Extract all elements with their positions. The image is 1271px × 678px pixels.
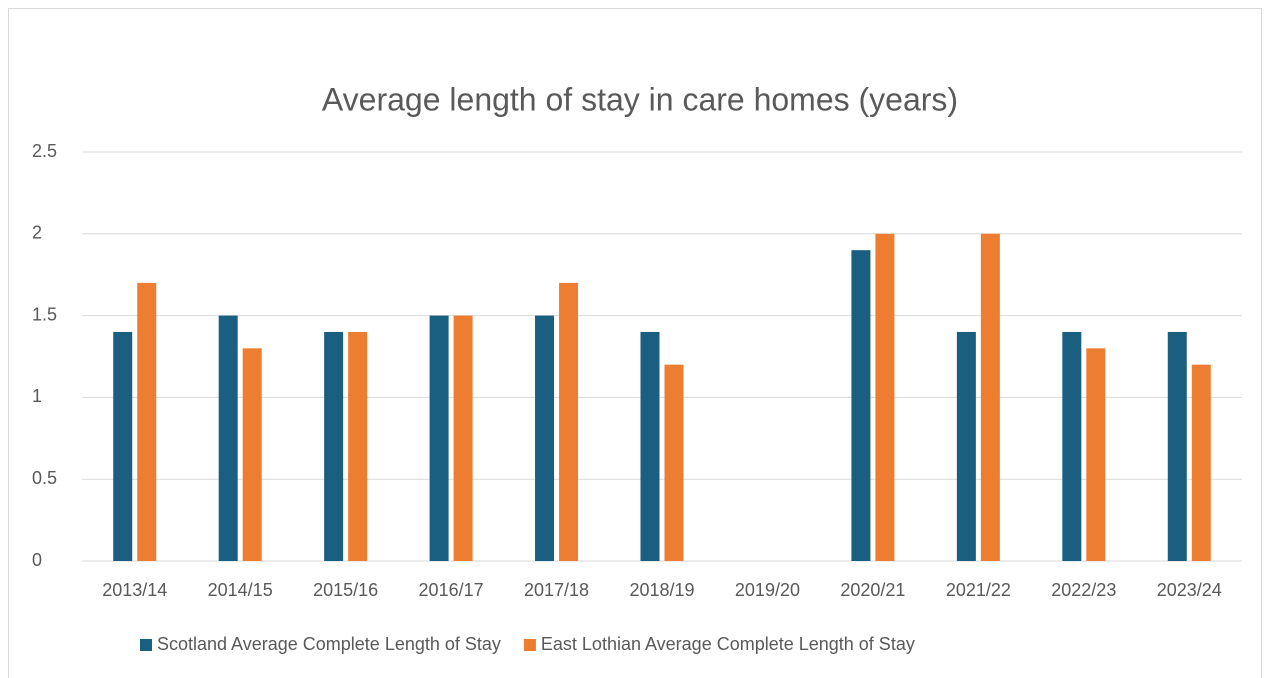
bar bbox=[218, 315, 238, 561]
x-tick-label: 2020/21 bbox=[840, 580, 905, 600]
legend-swatch bbox=[523, 639, 536, 651]
bar bbox=[851, 250, 871, 561]
bar bbox=[640, 331, 660, 561]
x-tick-label: 2014/15 bbox=[208, 580, 273, 600]
x-tick-label: 2016/17 bbox=[419, 580, 484, 600]
chart-frame bbox=[8, 8, 1262, 678]
bar bbox=[559, 282, 579, 561]
bar bbox=[956, 331, 976, 561]
bar bbox=[324, 331, 344, 561]
x-tick-label: 2021/22 bbox=[946, 580, 1011, 600]
y-tick-label: 1 bbox=[32, 386, 42, 406]
bar bbox=[348, 331, 368, 561]
y-tick-label: 2 bbox=[32, 223, 42, 243]
bar bbox=[1167, 331, 1187, 561]
y-tick-label: 1.5 bbox=[32, 304, 57, 324]
bar bbox=[664, 364, 684, 561]
bar bbox=[980, 233, 1000, 562]
y-tick-label: 0 bbox=[32, 550, 42, 570]
bar bbox=[137, 282, 157, 561]
bar bbox=[429, 315, 449, 561]
bar bbox=[113, 331, 133, 561]
x-tick-label: 2017/18 bbox=[524, 580, 589, 600]
bar bbox=[1086, 348, 1106, 561]
x-tick-label: 2013/14 bbox=[102, 580, 167, 600]
x-tick-label: 2022/23 bbox=[1051, 580, 1116, 600]
chart-title: Average length of stay in care homes (ye… bbox=[322, 81, 958, 117]
y-tick-label: 2.5 bbox=[32, 141, 57, 161]
bar bbox=[1062, 331, 1082, 561]
x-tick-label: 2018/19 bbox=[629, 580, 694, 600]
bar bbox=[875, 233, 895, 562]
bar bbox=[453, 315, 473, 561]
x-tick-label: 2023/24 bbox=[1157, 580, 1222, 600]
bar bbox=[242, 348, 262, 561]
legend-label: Scotland Average Complete Length of Stay bbox=[157, 634, 501, 654]
legend-label: East Lothian Average Complete Length of … bbox=[541, 634, 915, 654]
bar bbox=[1191, 364, 1211, 561]
legend-swatch bbox=[140, 639, 152, 651]
x-tick-label: 2015/16 bbox=[313, 580, 378, 600]
y-tick-label: 0.5 bbox=[32, 468, 57, 488]
bar bbox=[535, 315, 555, 561]
x-tick-label: 2019/20 bbox=[735, 580, 800, 600]
